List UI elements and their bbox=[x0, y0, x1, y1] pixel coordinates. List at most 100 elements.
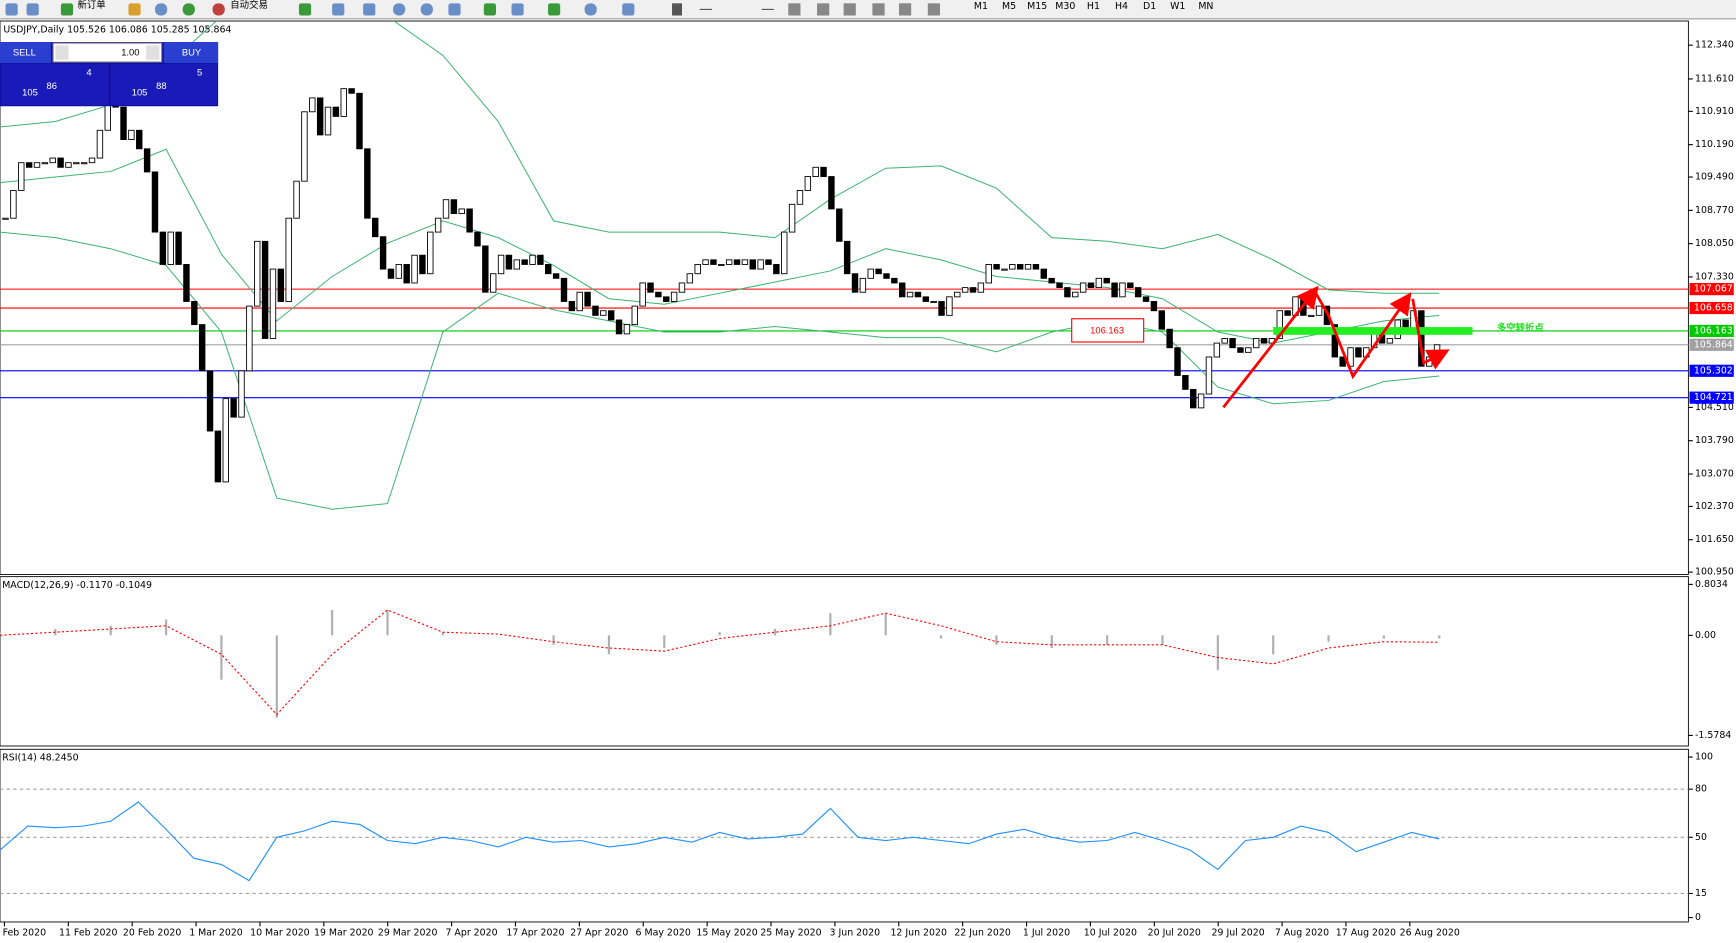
candle bbox=[364, 148, 371, 219]
candle bbox=[513, 259, 521, 270]
candle bbox=[899, 282, 906, 298]
tool-icon[interactable] bbox=[393, 3, 406, 16]
candle bbox=[301, 111, 308, 182]
x-tick-label: 19 Mar 2020 bbox=[314, 928, 374, 939]
tool-icon[interactable] bbox=[5, 3, 18, 16]
tool-icon[interactable] bbox=[128, 3, 141, 16]
buy-button[interactable] bbox=[163, 42, 219, 64]
candle bbox=[269, 268, 277, 339]
ask-main: 88 bbox=[156, 80, 166, 91]
candle bbox=[623, 324, 631, 335]
tool-icon[interactable] bbox=[448, 3, 461, 16]
auto-trading[interactable]: 自动交易 bbox=[230, 0, 268, 11]
candle bbox=[584, 291, 591, 307]
candle bbox=[191, 301, 198, 326]
y-tick-label: 0.8034 bbox=[1695, 579, 1728, 590]
candle bbox=[922, 296, 930, 302]
tool-icon[interactable] bbox=[212, 3, 225, 16]
x-tick-label: 1 Jul 2020 bbox=[1023, 928, 1070, 939]
candle bbox=[505, 254, 513, 270]
timeframe[interactable]: M15 bbox=[1027, 1, 1047, 12]
candle bbox=[128, 129, 135, 140]
tool-icon[interactable] bbox=[155, 3, 168, 16]
tool-icon[interactable] bbox=[420, 3, 433, 16]
candle bbox=[1103, 277, 1110, 284]
y-tick-label: 110.190 bbox=[1695, 139, 1734, 150]
candle bbox=[568, 301, 576, 312]
candle bbox=[812, 166, 819, 178]
x-tick-label: 20 Feb 2020 bbox=[123, 928, 181, 939]
tool-icon[interactable] bbox=[817, 3, 830, 16]
tool-icon[interactable] bbox=[483, 3, 496, 16]
new-order[interactable]: 新订单 bbox=[78, 0, 106, 11]
candle bbox=[466, 208, 473, 233]
tool-icon[interactable] bbox=[872, 3, 885, 16]
tool-icon[interactable] bbox=[843, 3, 856, 16]
candle bbox=[1276, 310, 1283, 339]
candle bbox=[309, 97, 316, 113]
candle bbox=[891, 277, 898, 284]
price-level-label: 106.163 bbox=[1694, 325, 1733, 336]
candle bbox=[25, 162, 33, 168]
main-panel bbox=[0, 20, 1689, 575]
tool-icon[interactable] bbox=[363, 3, 376, 16]
sell-button[interactable] bbox=[0, 42, 51, 64]
candle bbox=[1166, 328, 1173, 349]
timeframe[interactable]: H1 bbox=[1087, 1, 1100, 12]
timeframe[interactable]: W1 bbox=[1170, 1, 1185, 12]
bid-main: 86 bbox=[47, 80, 57, 91]
tool-icon[interactable] bbox=[332, 3, 345, 16]
tool-icon[interactable] bbox=[511, 3, 524, 16]
candle bbox=[222, 398, 229, 483]
tool-icon[interactable] bbox=[672, 3, 682, 16]
timeframe[interactable]: H4 bbox=[1115, 1, 1128, 12]
candle bbox=[993, 264, 1000, 270]
x-tick-label: 26 Aug 2020 bbox=[1400, 928, 1460, 939]
timeframe[interactable]: MN bbox=[1198, 1, 1213, 12]
candle bbox=[1142, 296, 1150, 302]
y-tick-label: 111.610 bbox=[1695, 73, 1734, 84]
turning-zone bbox=[1273, 327, 1473, 335]
candle bbox=[1064, 287, 1071, 298]
toolbar bbox=[0, 0, 1736, 19]
candle bbox=[395, 264, 403, 279]
candle bbox=[1095, 277, 1103, 289]
candle bbox=[655, 291, 662, 298]
tool-icon[interactable] bbox=[899, 3, 912, 16]
sell-price[interactable] bbox=[1, 64, 109, 106]
candle bbox=[1127, 282, 1134, 289]
tool-icon[interactable] bbox=[26, 3, 39, 16]
candle bbox=[686, 273, 694, 284]
timeframe[interactable]: M5 bbox=[1002, 1, 1016, 12]
timeframe[interactable]: M30 bbox=[1055, 1, 1075, 12]
tool-icon[interactable] bbox=[622, 3, 635, 16]
arrow bbox=[1411, 298, 1450, 370]
candle bbox=[246, 305, 253, 372]
candle bbox=[419, 254, 426, 275]
tool-icon[interactable] bbox=[927, 3, 940, 16]
tool-icon[interactable] bbox=[182, 3, 195, 16]
tool-icon[interactable] bbox=[584, 3, 597, 16]
candle bbox=[930, 301, 937, 304]
tool-icon[interactable] bbox=[699, 8, 712, 10]
candle bbox=[324, 106, 332, 136]
price-level-label: 106.658 bbox=[1694, 303, 1733, 314]
candle bbox=[1252, 338, 1260, 349]
lot-input[interactable] bbox=[52, 42, 163, 63]
candle bbox=[1245, 347, 1252, 353]
y-tick-label: 103.070 bbox=[1695, 469, 1734, 480]
candle bbox=[749, 259, 756, 270]
bid-small: 4 bbox=[86, 67, 91, 78]
tool-icon[interactable] bbox=[60, 3, 74, 16]
candle bbox=[1229, 338, 1236, 349]
tool-icon[interactable] bbox=[788, 3, 801, 16]
tool-icon[interactable] bbox=[548, 3, 561, 16]
tool-icon[interactable] bbox=[761, 8, 774, 10]
buy-price[interactable] bbox=[110, 64, 217, 106]
candle bbox=[332, 106, 340, 117]
turning-point-label: 多空转折点 bbox=[1497, 322, 1545, 334]
timeframe[interactable]: M1 bbox=[974, 1, 988, 12]
timeframe[interactable]: D1 bbox=[1143, 1, 1156, 12]
tool-icon[interactable] bbox=[298, 3, 312, 16]
